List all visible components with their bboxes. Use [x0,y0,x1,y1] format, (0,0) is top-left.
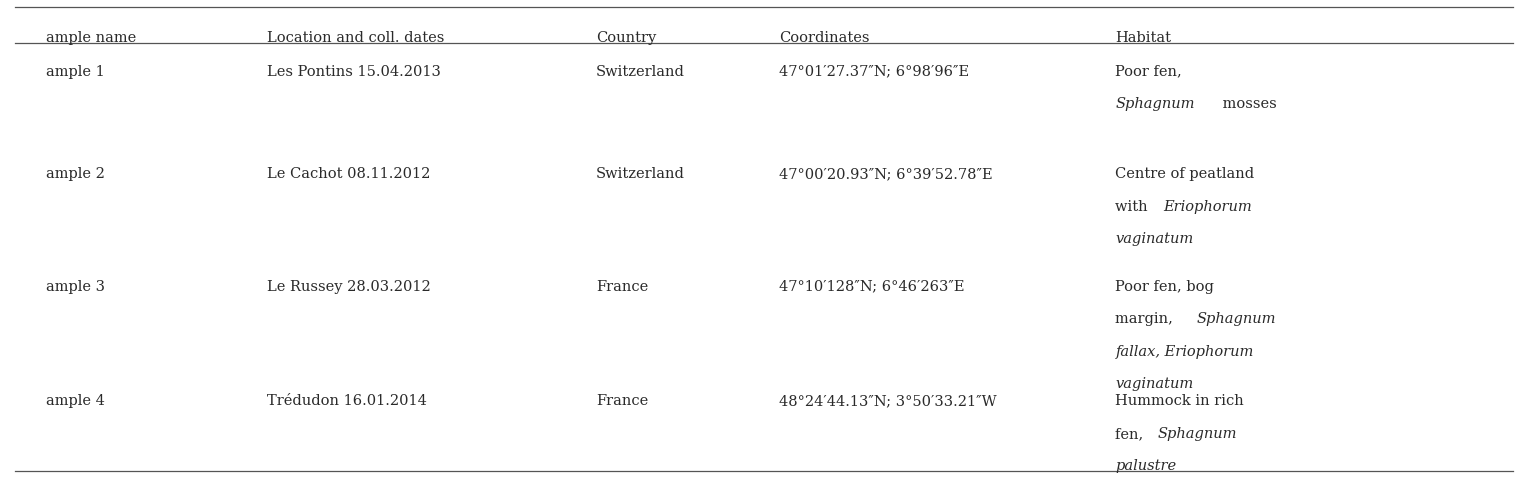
Text: Habitat: Habitat [1115,31,1172,45]
Text: ample 1: ample 1 [46,65,104,78]
Text: ample name: ample name [46,31,136,45]
Text: mosses: mosses [1218,97,1277,111]
Text: Coordinates: Coordinates [779,31,869,45]
Text: Switzerland: Switzerland [596,167,685,181]
Text: Switzerland: Switzerland [596,65,685,78]
Text: 47°00′20.93″N; 6°39′52.78″E: 47°00′20.93″N; 6°39′52.78″E [779,167,993,181]
Text: Les Pontins 15.04.2013: Les Pontins 15.04.2013 [267,65,442,78]
Text: ample 3: ample 3 [46,280,105,293]
Text: Le Cachot 08.11.2012: Le Cachot 08.11.2012 [267,167,431,181]
Text: palustre: palustre [1115,459,1177,473]
Text: Location and coll. dates: Location and coll. dates [267,31,445,45]
Text: Trédudon 16.01.2014: Trédudon 16.01.2014 [267,394,428,408]
Text: Le Russey 28.03.2012: Le Russey 28.03.2012 [267,280,431,293]
Text: ample 2: ample 2 [46,167,105,181]
Text: Poor fen, bog: Poor fen, bog [1115,280,1215,293]
Text: 47°10′128″N; 6°46′263″E: 47°10′128″N; 6°46′263″E [779,280,964,293]
Text: vaginatum: vaginatum [1115,232,1193,246]
Text: 48°24′44.13″N; 3°50′33.21″W: 48°24′44.13″N; 3°50′33.21″W [779,394,996,408]
Text: margin,: margin, [1115,312,1178,326]
Text: France: France [596,280,648,293]
Text: vaginatum: vaginatum [1115,377,1193,391]
Text: Poor fen,: Poor fen, [1115,65,1183,78]
Text: Sphagnum: Sphagnum [1158,427,1238,441]
Text: ample 4: ample 4 [46,394,105,408]
Text: fallax, Eriophorum: fallax, Eriophorum [1115,345,1254,358]
Text: Hummock in rich: Hummock in rich [1115,394,1244,408]
Text: fen,: fen, [1115,427,1149,441]
Text: Eriophorum: Eriophorum [1163,200,1253,214]
Text: 47°01′27.37″N; 6°98′96″E: 47°01′27.37″N; 6°98′96″E [779,65,969,78]
Text: with: with [1115,200,1152,214]
Text: Sphagnum: Sphagnum [1196,312,1276,326]
Text: Centre of peatland: Centre of peatland [1115,167,1254,181]
Text: Country: Country [596,31,656,45]
Text: Sphagnum: Sphagnum [1115,97,1195,111]
Text: France: France [596,394,648,408]
